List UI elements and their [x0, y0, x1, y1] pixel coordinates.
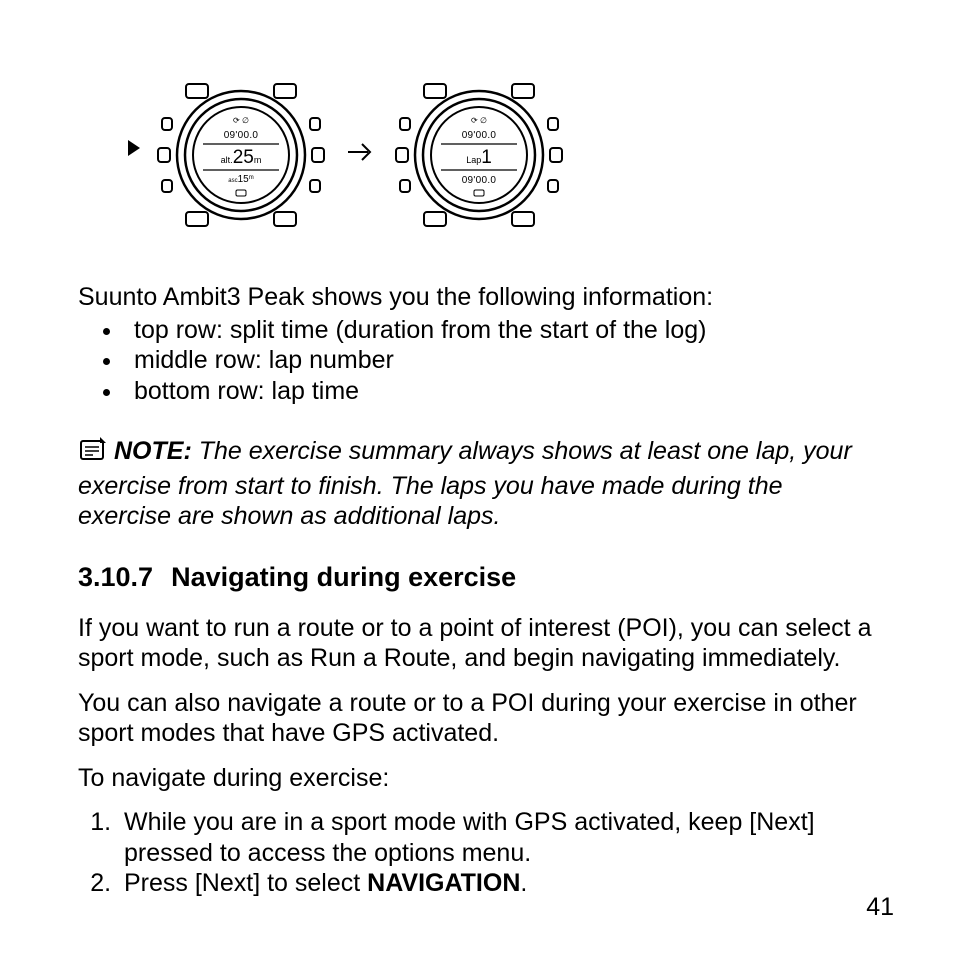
svg-text:09'00.0: 09'00.0: [224, 130, 259, 141]
note-label: NOTE:: [114, 437, 192, 465]
svg-text:09'00.0: 09'00.0: [462, 130, 497, 141]
section-heading: 3.10.7 Navigating during exercise: [78, 562, 876, 593]
section-number: 3.10.7: [78, 562, 153, 592]
manual-page: ⟳ ∅ 09'00.0 alt.25m asc15m: [0, 0, 954, 954]
note-icon: [78, 437, 108, 471]
arrow-right-icon: [346, 140, 374, 171]
list-item: top row: split time (duration from the s…: [124, 315, 876, 346]
note-block: NOTE: The exercise summary always shows …: [78, 436, 876, 532]
svg-text:⟳ ∅: ⟳ ∅: [471, 116, 487, 125]
watch-right: ⟳ ∅ 09'00.0 Lap1 09'00.0: [394, 80, 564, 230]
section-title: Navigating during exercise: [171, 562, 516, 592]
paragraph: If you want to run a route or to a point…: [78, 613, 876, 674]
steps-list: While you are in a sport mode with GPS a…: [78, 807, 876, 899]
list-item: Press [Next] to select NAVIGATION.: [118, 868, 876, 899]
step-text: .: [520, 869, 527, 897]
step-bold: NAVIGATION: [367, 869, 520, 897]
list-item: bottom row: lap time: [124, 376, 876, 407]
watch-left: ⟳ ∅ 09'00.0 alt.25m asc15m: [156, 80, 326, 230]
step-text: Press [Next] to select: [124, 869, 367, 897]
intro-text: Suunto Ambit3 Peak shows you the followi…: [78, 282, 876, 313]
watch-illustration-row: ⟳ ∅ 09'00.0 alt.25m asc15m: [128, 80, 876, 230]
info-bullet-list: top row: split time (duration from the s…: [78, 315, 876, 407]
svg-text:09'00.0: 09'00.0: [462, 175, 497, 186]
paragraph: You can also navigate a route or to a PO…: [78, 688, 876, 749]
page-number: 41: [866, 893, 894, 922]
note-text: The exercise summary always shows at lea…: [78, 437, 852, 530]
paragraph: To navigate during exercise:: [78, 763, 876, 794]
list-item: middle row: lap number: [124, 345, 876, 376]
cursor-triangle-icon: [128, 140, 142, 161]
svg-text:⟳ ∅: ⟳ ∅: [233, 116, 249, 125]
list-item: While you are in a sport mode with GPS a…: [118, 807, 876, 868]
